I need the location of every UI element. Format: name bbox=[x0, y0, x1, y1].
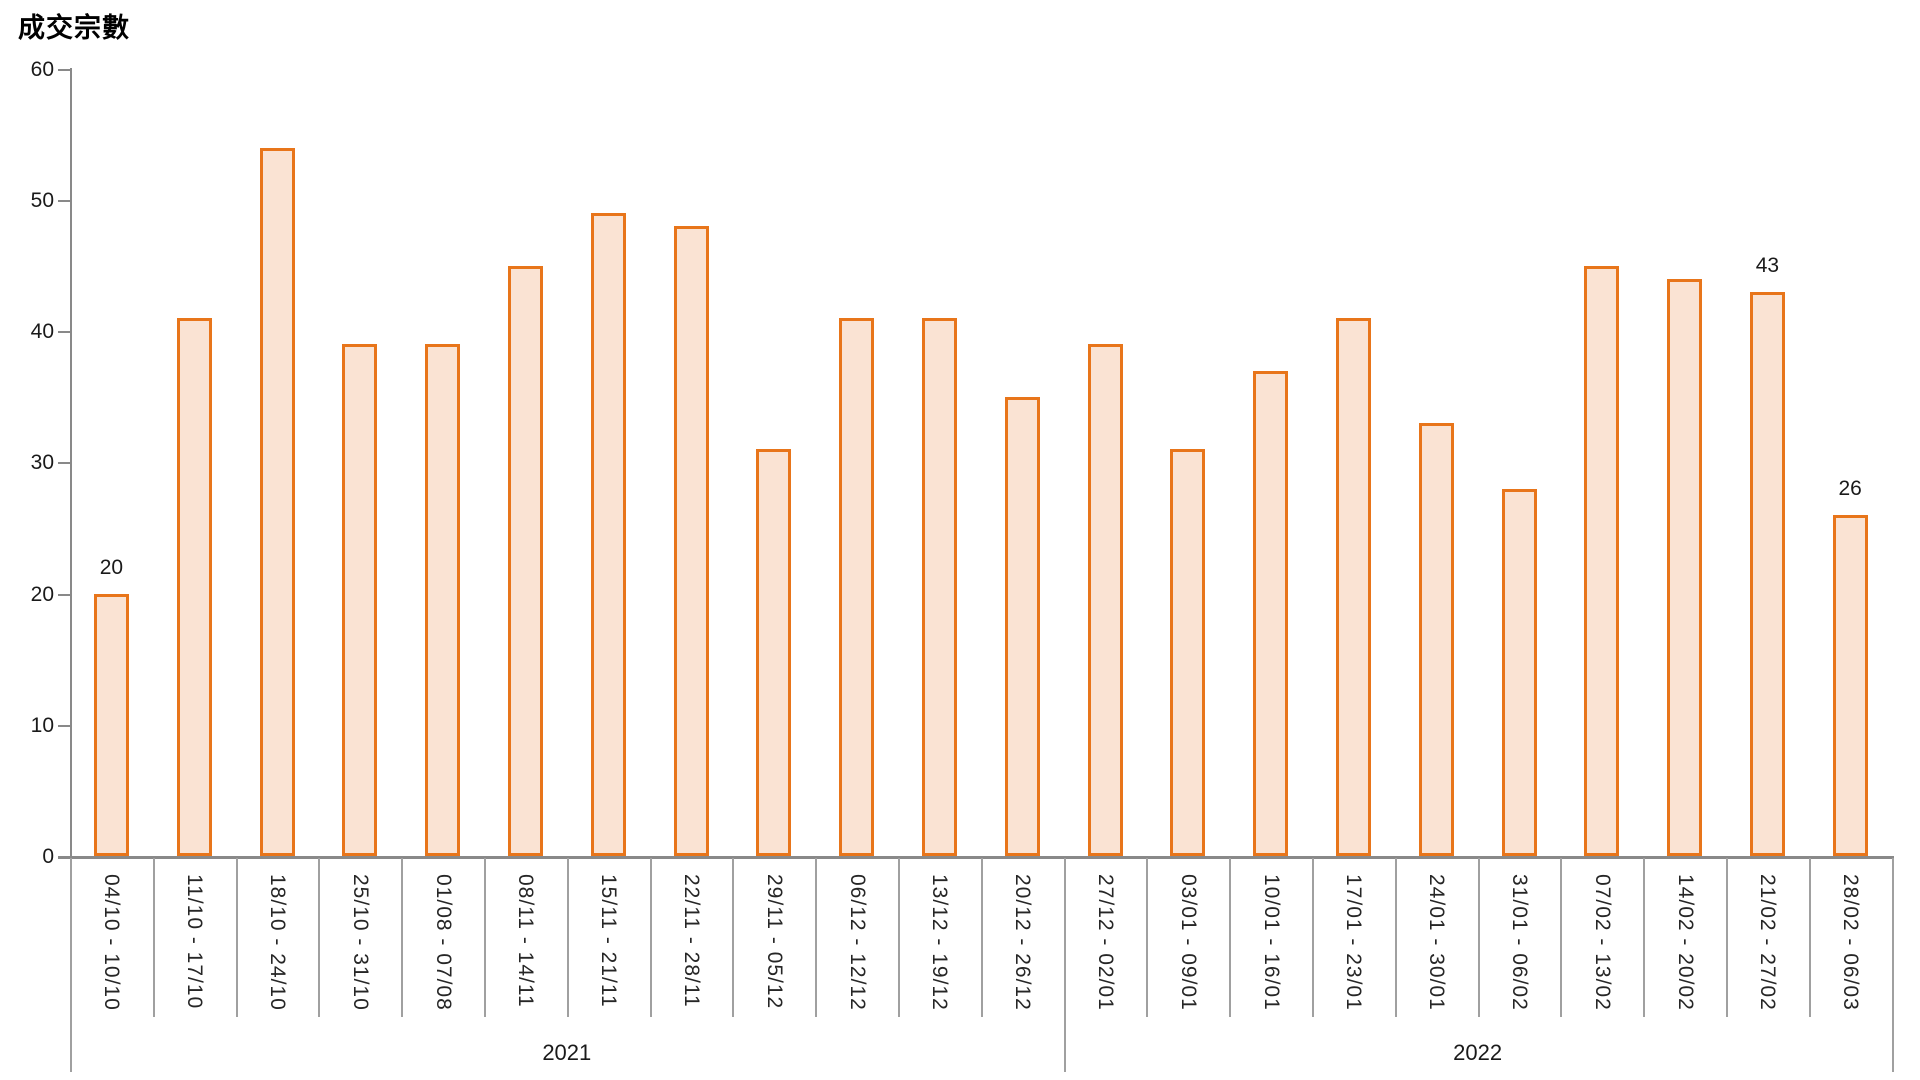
x-axis-label: 17/01 - 23/01 bbox=[1342, 874, 1366, 1011]
y-axis-tick-label: 30 bbox=[30, 451, 54, 475]
category-separator-line bbox=[484, 858, 486, 1017]
y-axis-tick-label: 50 bbox=[30, 189, 54, 212]
y-axis-tick bbox=[58, 593, 70, 596]
year-group-label: 2022 bbox=[1453, 1040, 1503, 1065]
category-separator-line bbox=[1146, 858, 1149, 1017]
bar-value-label: 20 bbox=[99, 555, 124, 579]
bar bbox=[756, 449, 792, 856]
y-axis-tick-label: 40 bbox=[30, 320, 54, 344]
x-axis-label: 01/08 - 07/08 bbox=[431, 874, 455, 1011]
bar bbox=[1004, 396, 1040, 856]
y-axis-tick-label: 60 bbox=[30, 57, 54, 81]
x-axis-label: 21/02 - 27/02 bbox=[1756, 874, 1780, 1011]
x-axis-label: 25/10 - 31/10 bbox=[348, 874, 372, 1011]
y-axis-tick bbox=[58, 462, 70, 465]
x-axis-label: 08/11 - 14/11 bbox=[514, 874, 538, 1008]
y-axis-tick-label: 10 bbox=[30, 713, 54, 737]
x-axis-label: 18/10 - 24/10 bbox=[266, 874, 289, 1011]
y-axis-tick bbox=[58, 724, 70, 727]
category-separator-line bbox=[318, 858, 321, 1017]
x-axis-label: 15/11 - 21/11 bbox=[597, 874, 621, 1008]
category-separator-line bbox=[1560, 858, 1563, 1017]
bar bbox=[921, 318, 957, 856]
bar bbox=[1584, 265, 1620, 856]
y-axis-line bbox=[70, 68, 72, 856]
category-separator-line bbox=[401, 858, 404, 1017]
x-axis-label: 07/02 - 13/02 bbox=[1590, 874, 1614, 1011]
category-separator-line bbox=[1643, 858, 1646, 1017]
x-axis-label: 20/12 - 26/12 bbox=[1011, 874, 1035, 1011]
category-separator-line bbox=[649, 858, 652, 1017]
bar bbox=[425, 344, 461, 856]
x-axis-label: 11/10 - 17/10 bbox=[183, 874, 207, 1010]
x-axis-label: 29/11 - 05/12 bbox=[762, 874, 786, 1010]
bar bbox=[839, 318, 875, 856]
year-group-label: 2021 bbox=[542, 1040, 592, 1065]
y-axis-tick-label: 0 bbox=[42, 845, 54, 868]
bar-value-label: 43 bbox=[1755, 253, 1780, 277]
category-separator-line bbox=[1229, 858, 1232, 1017]
group-boundary-line bbox=[1891, 858, 1894, 1072]
x-axis-label: 22/11 - 28/11 bbox=[680, 874, 703, 1008]
x-axis-label: 27/12 - 02/01 bbox=[1094, 874, 1117, 1011]
bar bbox=[1832, 514, 1868, 856]
category-separator-line bbox=[566, 858, 569, 1017]
bar bbox=[673, 226, 709, 856]
bar bbox=[259, 147, 295, 856]
category-separator-line bbox=[1394, 858, 1397, 1017]
x-axis-label: 28/02 - 06/03 bbox=[1839, 874, 1863, 1011]
bar bbox=[342, 344, 378, 856]
category-separator-line bbox=[1726, 858, 1728, 1017]
y-axis-tick bbox=[58, 331, 70, 334]
bar bbox=[1335, 318, 1371, 856]
category-separator-line bbox=[1312, 858, 1314, 1017]
category-separator-line bbox=[235, 858, 238, 1017]
bar bbox=[590, 213, 626, 856]
x-axis-label: 14/02 - 20/02 bbox=[1673, 874, 1697, 1011]
group-boundary-line bbox=[70, 858, 72, 1072]
chart-title: 成交宗數 bbox=[18, 13, 130, 43]
category-separator-line bbox=[1808, 858, 1811, 1017]
category-separator-line bbox=[815, 858, 818, 1017]
category-separator-line bbox=[898, 858, 900, 1017]
bar bbox=[1501, 488, 1537, 856]
y-axis-tick-label: 20 bbox=[30, 582, 54, 606]
y-axis-tick bbox=[58, 68, 70, 71]
x-axis-line bbox=[58, 856, 1894, 859]
bar bbox=[93, 593, 129, 856]
group-boundary-line bbox=[1063, 858, 1066, 1072]
x-axis-label: 31/01 - 06/02 bbox=[1508, 874, 1531, 1011]
x-axis-label: 03/01 - 09/01 bbox=[1176, 874, 1200, 1011]
bar bbox=[1253, 370, 1289, 856]
bar bbox=[1418, 423, 1454, 856]
bar bbox=[507, 265, 543, 856]
bar bbox=[1170, 449, 1206, 856]
category-separator-line bbox=[980, 858, 983, 1017]
x-axis-label: 06/12 - 12/12 bbox=[845, 874, 869, 1011]
category-separator-line bbox=[732, 858, 735, 1017]
bar bbox=[1087, 344, 1123, 856]
x-axis-label: 13/12 - 19/12 bbox=[928, 874, 952, 1011]
x-axis-label: 24/01 - 30/01 bbox=[1425, 874, 1449, 1011]
y-axis-tick bbox=[58, 200, 70, 202]
x-axis-label: 04/10 - 10/10 bbox=[100, 874, 124, 1011]
category-separator-line bbox=[152, 858, 155, 1017]
bar bbox=[1667, 278, 1703, 856]
bar bbox=[176, 318, 212, 856]
x-axis-label: 10/01 - 16/01 bbox=[1259, 874, 1283, 1011]
bar bbox=[1749, 291, 1785, 856]
bar-value-label: 26 bbox=[1838, 476, 1862, 500]
category-separator-line bbox=[1477, 858, 1480, 1017]
